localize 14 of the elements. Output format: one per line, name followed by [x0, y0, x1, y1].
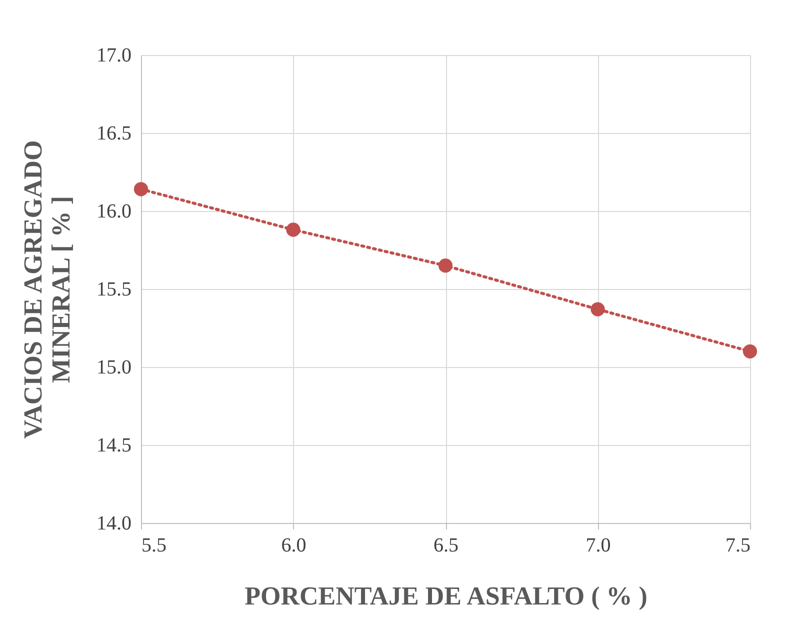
- y-tick-label: 14.0: [96, 512, 132, 534]
- x-axis-title: PORCENTAJE DE ASFALTO ( % ): [244, 582, 648, 610]
- y-tick-label: 15.5: [96, 278, 132, 300]
- y-tick-label: 16.5: [96, 122, 132, 144]
- x-tick-label: 6.0: [281, 534, 306, 556]
- y-tick-label: 15.0: [96, 356, 132, 378]
- x-tick-label: 7.0: [586, 534, 611, 556]
- y-tick-label: 14.5: [96, 434, 132, 456]
- y-axis-title: VACIOS DE AGREGADO MINERAL [ % ]: [18, 140, 76, 439]
- x-tick-label: 5.5: [142, 534, 166, 556]
- x-tick-label: 7.5: [726, 534, 750, 556]
- y-tick-label: 17.0: [96, 44, 132, 66]
- y-tick-label: 16.0: [96, 200, 132, 222]
- x-tick-label: 6.5: [434, 534, 458, 556]
